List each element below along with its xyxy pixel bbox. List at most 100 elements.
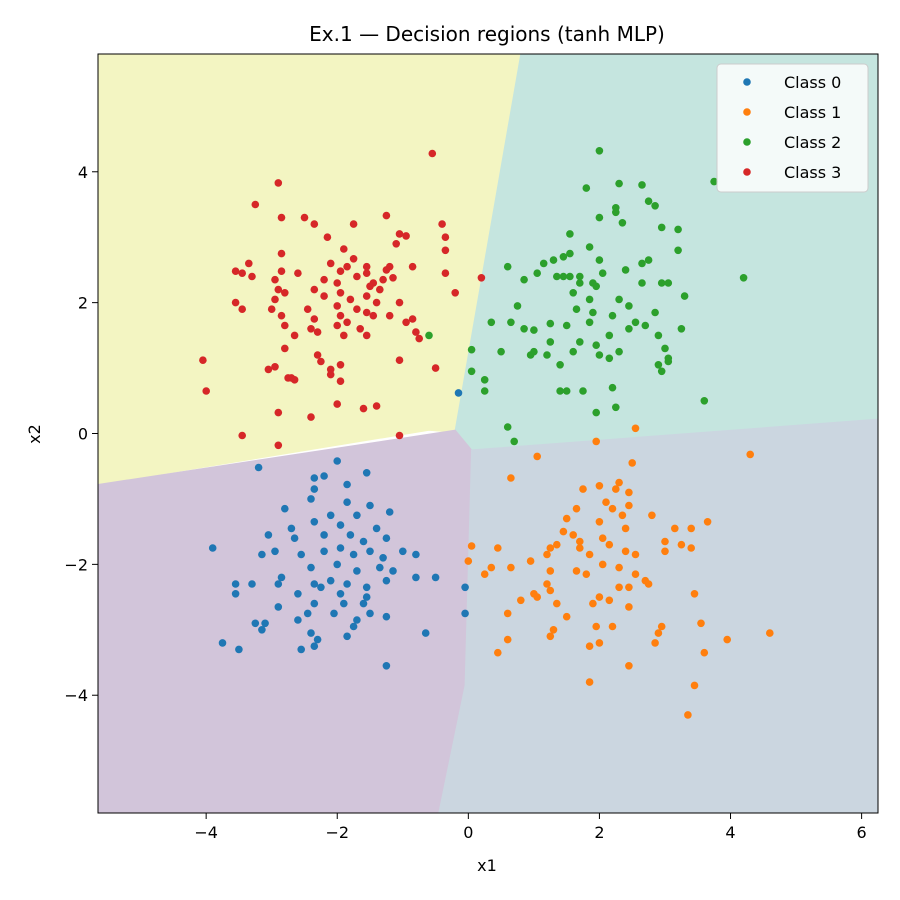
point-class-2 <box>644 197 653 205</box>
point-class-0 <box>258 550 266 559</box>
point-class-2 <box>549 256 558 264</box>
point-class-2 <box>503 262 512 271</box>
point-class-0 <box>297 645 306 654</box>
point-class-0 <box>382 576 391 585</box>
point-class-1 <box>615 478 623 487</box>
point-class-2 <box>654 331 663 340</box>
legend-marker <box>743 138 751 146</box>
point-class-0 <box>264 531 273 539</box>
point-class-1 <box>687 544 695 552</box>
point-class-2 <box>562 321 571 330</box>
point-class-1 <box>569 531 577 539</box>
point-class-2 <box>510 437 518 446</box>
point-class-0 <box>317 583 325 592</box>
point-class-0 <box>359 599 368 608</box>
x-tick-label: 6 <box>857 823 867 842</box>
point-class-1 <box>671 524 679 533</box>
point-class-3 <box>333 400 342 408</box>
point-class-1 <box>605 540 614 549</box>
point-class-3 <box>333 302 342 310</box>
point-class-1 <box>661 537 669 546</box>
point-class-2 <box>612 403 620 412</box>
point-class-1 <box>697 619 705 628</box>
point-class-0 <box>362 593 371 601</box>
point-class-2 <box>641 321 650 330</box>
point-class-2 <box>595 351 604 359</box>
region-class-1 <box>438 418 878 813</box>
y-tick-label: 2 <box>78 294 88 313</box>
point-class-2 <box>520 325 528 333</box>
point-class-3 <box>336 377 345 386</box>
point-class-3 <box>202 387 210 395</box>
point-class-3 <box>389 274 397 282</box>
point-class-1 <box>608 622 617 631</box>
point-class-1 <box>690 590 699 598</box>
point-class-3 <box>310 220 319 228</box>
point-class-1 <box>572 504 581 513</box>
point-class-3 <box>340 245 348 253</box>
point-class-2 <box>559 272 568 281</box>
point-class-1 <box>579 485 587 493</box>
point-class-0 <box>258 626 266 634</box>
point-class-2 <box>467 345 476 354</box>
point-class-0 <box>231 590 240 598</box>
point-class-3 <box>336 289 345 297</box>
x-axis: −4 −2 0 2 4 6 <box>194 813 867 842</box>
point-class-1 <box>621 524 630 533</box>
point-class-3 <box>353 272 361 281</box>
point-class-2 <box>615 347 623 356</box>
point-class-1 <box>657 622 666 631</box>
point-class-2 <box>638 279 646 287</box>
point-class-0 <box>343 632 351 641</box>
point-class-1 <box>746 450 754 459</box>
point-class-2 <box>562 387 571 395</box>
point-class-2 <box>569 289 577 297</box>
point-class-0 <box>294 616 302 624</box>
point-class-0 <box>330 609 338 618</box>
point-class-2 <box>507 318 515 327</box>
point-class-2 <box>595 147 604 155</box>
point-class-2 <box>480 387 489 395</box>
point-class-1 <box>625 583 633 592</box>
point-class-2 <box>638 259 646 268</box>
point-class-1 <box>625 488 633 497</box>
point-class-1 <box>589 599 597 608</box>
point-class-1 <box>690 681 699 690</box>
point-class-0 <box>349 550 358 559</box>
point-class-0 <box>307 629 315 637</box>
point-class-2 <box>618 219 627 227</box>
point-class-1 <box>595 639 604 647</box>
point-class-2 <box>644 256 653 264</box>
point-class-3 <box>382 266 391 274</box>
x-tick-label: 4 <box>725 823 735 842</box>
point-class-1 <box>595 593 604 601</box>
point-class-0 <box>412 573 420 582</box>
point-class-0 <box>274 580 283 588</box>
point-class-1 <box>612 485 620 493</box>
point-class-1 <box>464 557 473 565</box>
decision-regions <box>98 54 878 813</box>
point-class-3 <box>395 230 404 238</box>
point-class-2 <box>657 367 666 376</box>
point-class-1 <box>592 622 600 631</box>
point-class-2 <box>566 230 574 238</box>
point-class-0 <box>281 504 289 513</box>
point-class-0 <box>336 544 345 552</box>
point-class-3 <box>343 262 351 271</box>
point-class-3 <box>277 249 286 258</box>
point-class-1 <box>618 511 627 520</box>
point-class-2 <box>566 249 574 258</box>
point-class-3 <box>431 364 440 372</box>
point-class-0 <box>389 567 397 575</box>
point-class-3 <box>346 295 355 304</box>
legend-marker <box>743 168 751 176</box>
point-class-1 <box>605 596 614 605</box>
point-class-1 <box>598 534 607 542</box>
point-class-0 <box>326 576 335 585</box>
point-class-2 <box>530 326 538 334</box>
y-axis: −4 −2 0 2 4 <box>64 163 98 705</box>
point-class-0 <box>333 457 342 465</box>
point-class-2 <box>654 361 663 369</box>
point-class-3 <box>349 254 358 263</box>
